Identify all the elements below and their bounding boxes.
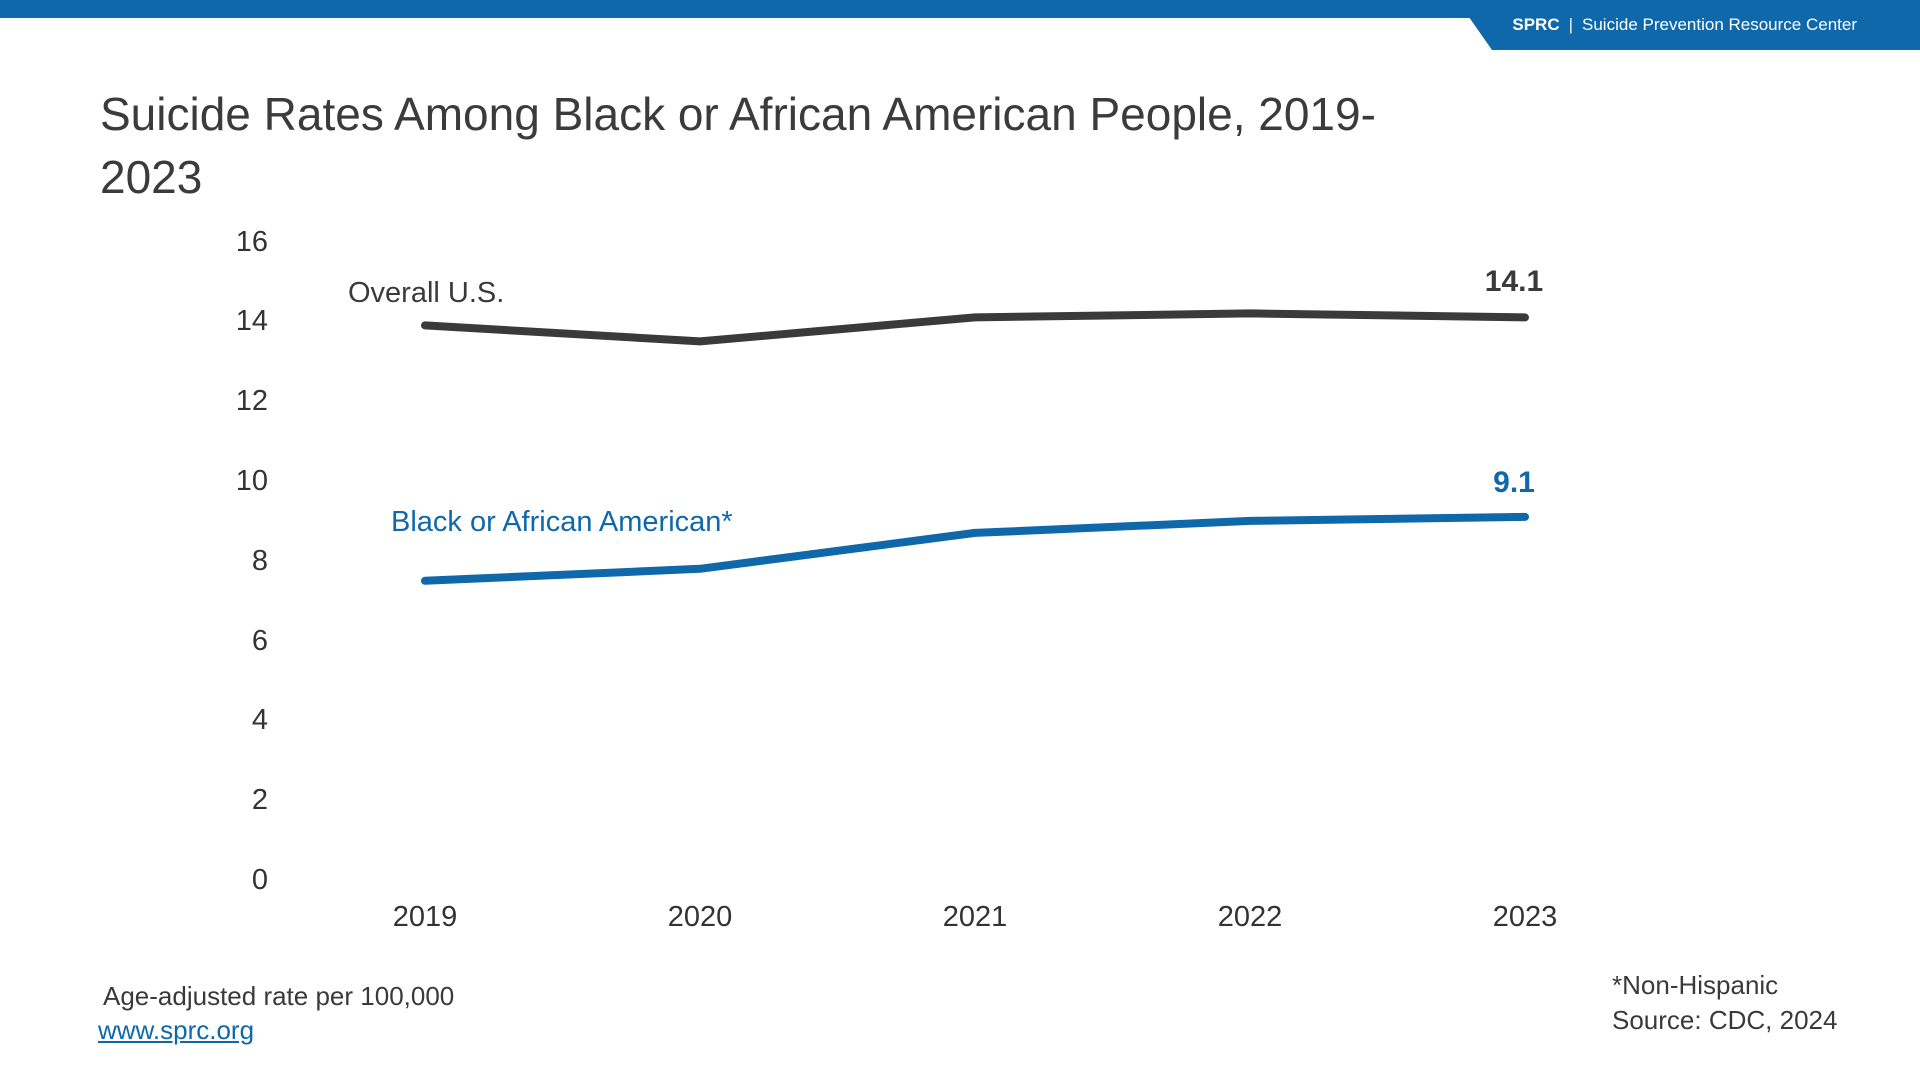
series-line-1 bbox=[421, 512, 1529, 585]
series-label-black-african-american: Black or African American* bbox=[391, 506, 733, 538]
x-axis-tick-label: 2019 bbox=[392, 901, 458, 933]
rate-note: Age-adjusted rate per 100,000 bbox=[103, 981, 455, 1011]
end-value-label-overall-us: 14.1 bbox=[1484, 265, 1544, 298]
y-axis-tick-label: 0 bbox=[251, 864, 268, 896]
x-axis-tick-label: 2023 bbox=[1492, 901, 1558, 933]
y-axis-tick-label: 4 bbox=[251, 704, 268, 736]
top-brand-bar bbox=[0, 0, 1920, 18]
page-title-line2: 2023 bbox=[100, 150, 203, 203]
series-label-overall-us: Overall U.S. bbox=[348, 277, 505, 309]
brand-separator: | bbox=[1568, 15, 1574, 34]
non-hispanic-footnote: *Non-Hispanic bbox=[1612, 970, 1779, 1000]
y-axis-tick-label: 10 bbox=[235, 465, 268, 497]
brand-full-label: Suicide Prevention Resource Center bbox=[1582, 15, 1857, 34]
y-axis-tick-label: 12 bbox=[235, 385, 268, 417]
x-axis-tick-label: 2021 bbox=[942, 901, 1008, 933]
source-note: Source: CDC, 2024 bbox=[1612, 1005, 1838, 1035]
x-axis-tick-label: 2020 bbox=[667, 901, 733, 933]
brand-short-label: SPRC bbox=[1512, 15, 1560, 34]
end-value-label-black-african-american: 9.1 bbox=[1493, 466, 1535, 499]
page-title-line1: Suicide Rates Among Black or African Ame… bbox=[100, 87, 1376, 140]
y-axis-tick-label: 2 bbox=[251, 784, 268, 816]
y-axis-tick-label: 14 bbox=[235, 305, 268, 337]
y-axis-tick-label: 6 bbox=[251, 625, 268, 657]
brand-banner-text: SPRC | Suicide Prevention Resource Center bbox=[1512, 15, 1857, 35]
y-axis-tick-label: 8 bbox=[251, 545, 268, 577]
sprc-website-link[interactable]: www.sprc.org bbox=[98, 1015, 255, 1045]
x-axis-tick-label: 2022 bbox=[1217, 901, 1283, 933]
series-line-0 bbox=[421, 309, 1529, 346]
y-axis-tick-label: 16 bbox=[235, 226, 268, 258]
brand-banner: SPRC | Suicide Prevention Resource Center bbox=[1457, 0, 1920, 50]
page-title: Suicide Rates Among Black or African Ame… bbox=[100, 83, 1580, 209]
